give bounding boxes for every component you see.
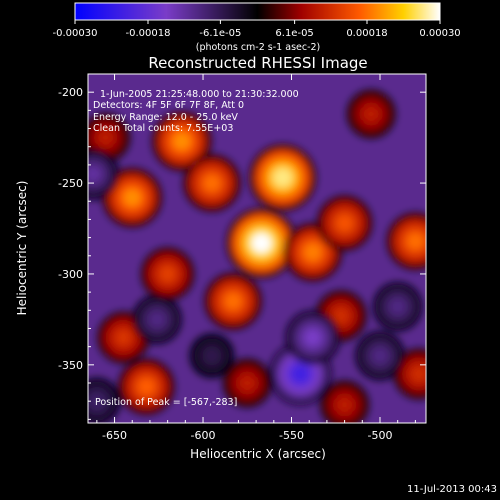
y-tick-label: -200 (58, 86, 83, 99)
heatmap-feature (334, 308, 348, 323)
colorbar-gradient (75, 3, 440, 20)
heatmap-feature (138, 378, 155, 395)
plot-frame (87, 73, 427, 424)
info-energy: Energy Range: 12.0 - 25.0 keV (93, 112, 238, 123)
heatmap-feature (116, 330, 131, 345)
heatmap-feature (412, 367, 426, 381)
colorbar-ticks: -0.00030 -0.00018 -6.1e-05 6.1e-05 0.00018 0.… (53, 20, 461, 39)
info-detectors: Detectors: 4F 5F 6F 7F 8F, Att 0 (93, 100, 244, 111)
info-clean: Clean Total counts: 7.55E+03 (93, 123, 233, 134)
info-peak: Position of Peak = [-567,-283] (95, 397, 237, 408)
colorbar-units: (photons cm-2 s-1 asec-2) (196, 42, 321, 53)
colorbar-tick-label: -6.1e-05 (199, 28, 241, 39)
heatmap-feature (99, 131, 113, 145)
y-tick-label: -300 (58, 268, 83, 281)
heatmap-feature (204, 175, 220, 191)
heatmap-feature (225, 293, 241, 310)
info-time: 1-Jun-2005 21:25:48.000 to 21:30:32.000 (100, 89, 299, 100)
colorbar-frame (74, 2, 441, 21)
heatmap-feature (160, 266, 175, 282)
heatmap-feature (407, 233, 424, 250)
x-tick-label: -650 (102, 429, 127, 442)
x-axis-label: Heliocentric X (arcsec) (190, 447, 326, 461)
heatmap-feature (251, 233, 272, 254)
x-axis: -650 -600 -550 -500 (96, 74, 416, 442)
heatmap-feature (291, 365, 309, 383)
y-axis-label: Heliocentric Y (arcsec) (15, 181, 29, 316)
colorbar-tick-label: -0.00030 (53, 28, 98, 39)
info-annotations: 1-Jun-2005 21:25:48.000 to 21:30:32.000 … (93, 89, 299, 408)
colorbar-tick-label: 0.00018 (346, 28, 387, 39)
colorbar-tick-label: -0.00018 (126, 28, 171, 39)
heatmap-feature (391, 300, 405, 314)
heatmap-feature (90, 395, 103, 408)
y-tick-label: -350 (58, 359, 83, 372)
chart-title: Reconstructed RHESSI Image (148, 54, 367, 72)
y-axis: -200 -250 -300 -350 (58, 73, 426, 420)
colorbar-tick-label: 0.00030 (419, 28, 460, 39)
heatmap-feature (273, 168, 293, 188)
heatmap-feature (305, 330, 321, 345)
heatmap-feature (364, 107, 378, 121)
heatmap-feature (124, 189, 141, 206)
x-tick-label: -500 (368, 429, 393, 442)
heatmap-feature (337, 215, 353, 231)
heatmap-feature (88, 167, 101, 181)
heatmap-feature (373, 349, 387, 363)
heatmap-feature (150, 312, 164, 326)
heatmap-image (87, 73, 427, 424)
heatmap-feature (338, 398, 352, 412)
x-tick-label: -600 (191, 429, 216, 442)
heatmap-blobs (88, 89, 426, 423)
heatmap-feature (206, 350, 218, 362)
colorbar-tick-label: 6.1e-05 (275, 28, 313, 39)
heatmap-feature (173, 133, 191, 150)
y-tick-label: -250 (58, 177, 83, 190)
x-tick-label: -550 (279, 429, 304, 442)
heatmap-feature (304, 244, 321, 261)
footer-timestamp: 11-Jul-2013 00:43 (407, 484, 497, 495)
heatmap-feature (240, 376, 254, 390)
colorbar: -0.00030 -0.00018 -6.1e-05 6.1e-05 0.00018 0.… (53, 2, 461, 53)
